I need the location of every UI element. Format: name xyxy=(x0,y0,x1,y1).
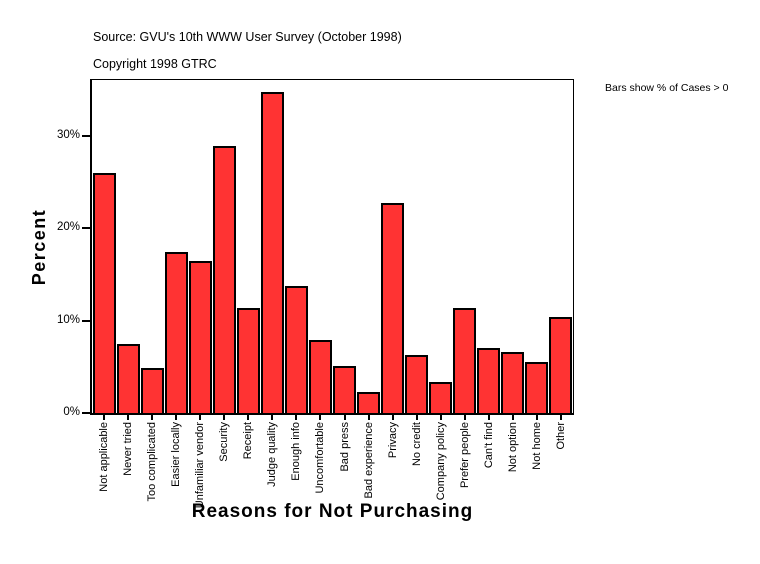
x-tick xyxy=(344,415,346,420)
bar xyxy=(308,340,332,413)
x-tick-label: Can't find xyxy=(483,422,495,469)
x-tick-label: Company policy xyxy=(435,422,447,501)
copyright-text: Copyright 1998 GTRC xyxy=(93,57,217,71)
x-tick xyxy=(464,415,466,420)
y-axis-title: Percent xyxy=(29,208,49,286)
x-axis-title: Reasons for Not Purchasing xyxy=(191,501,474,522)
x-tick-label: Receipt xyxy=(242,422,254,460)
bar xyxy=(429,382,453,413)
bar xyxy=(549,317,573,413)
x-tick-label: Bad experience xyxy=(363,422,375,499)
x-tick-label: Easier locally xyxy=(170,422,182,487)
x-tick xyxy=(199,415,201,420)
y-tick xyxy=(82,227,90,229)
x-tick xyxy=(271,415,273,420)
x-tick-label: Security xyxy=(218,422,230,462)
x-tick xyxy=(560,415,562,420)
x-tick-label: Too complicated xyxy=(146,422,158,502)
x-tick-label: Unfamiliar vendor xyxy=(194,422,206,509)
bar xyxy=(357,392,381,413)
bar xyxy=(333,366,357,413)
y-tick xyxy=(82,135,90,137)
bar xyxy=(501,352,525,413)
bar xyxy=(260,92,284,413)
x-tick xyxy=(223,415,225,420)
bar xyxy=(164,252,188,413)
y-tick-label: 10% xyxy=(56,314,80,326)
y-tick-label: 30% xyxy=(56,129,80,141)
bar xyxy=(525,362,549,413)
source-title: Source: GVU's 10th WWW User Survey (Octo… xyxy=(93,30,402,44)
y-tick xyxy=(82,412,90,414)
x-tick xyxy=(319,415,321,420)
bar xyxy=(284,286,308,413)
bar xyxy=(116,344,140,413)
x-tick xyxy=(488,415,490,420)
x-tick xyxy=(392,415,394,420)
bar xyxy=(381,203,405,413)
x-tick xyxy=(151,415,153,420)
x-tick xyxy=(416,415,418,420)
bar xyxy=(236,308,260,413)
x-tick-label: Privacy xyxy=(387,422,399,459)
x-tick-label: No credit xyxy=(411,422,423,467)
bar xyxy=(453,308,477,413)
x-tick xyxy=(440,415,442,420)
x-tick xyxy=(103,415,105,420)
x-tick-label: Enough info xyxy=(290,422,302,481)
y-tick-label: 20% xyxy=(56,221,80,233)
plot-area xyxy=(90,79,574,415)
x-tick-label: Never tried xyxy=(122,422,134,476)
x-tick xyxy=(295,415,297,420)
bar xyxy=(477,348,501,413)
x-tick-label: Not applicable xyxy=(98,422,110,492)
bar xyxy=(140,368,164,413)
bar xyxy=(188,261,212,413)
y-tick-label: 0% xyxy=(63,406,80,418)
x-tick xyxy=(368,415,370,420)
x-tick xyxy=(512,415,514,420)
x-tick-label: Prefer people xyxy=(459,422,471,489)
x-tick xyxy=(247,415,249,420)
x-tick-label: Other xyxy=(555,422,567,450)
x-tick-label: Uncomfortable xyxy=(314,422,326,494)
x-tick-label: Not home xyxy=(531,422,543,470)
x-tick xyxy=(536,415,538,420)
x-tick xyxy=(127,415,129,420)
bar xyxy=(212,146,236,413)
x-tick xyxy=(175,415,177,420)
bars-note: Bars show % of Cases > 0 xyxy=(605,82,729,94)
x-tick-label: Not option xyxy=(507,422,519,473)
bar xyxy=(92,173,116,413)
x-tick-label: Bad press xyxy=(339,422,351,472)
x-tick-label: Judge quality xyxy=(266,422,278,487)
bar xyxy=(405,355,429,413)
y-tick xyxy=(82,320,90,322)
